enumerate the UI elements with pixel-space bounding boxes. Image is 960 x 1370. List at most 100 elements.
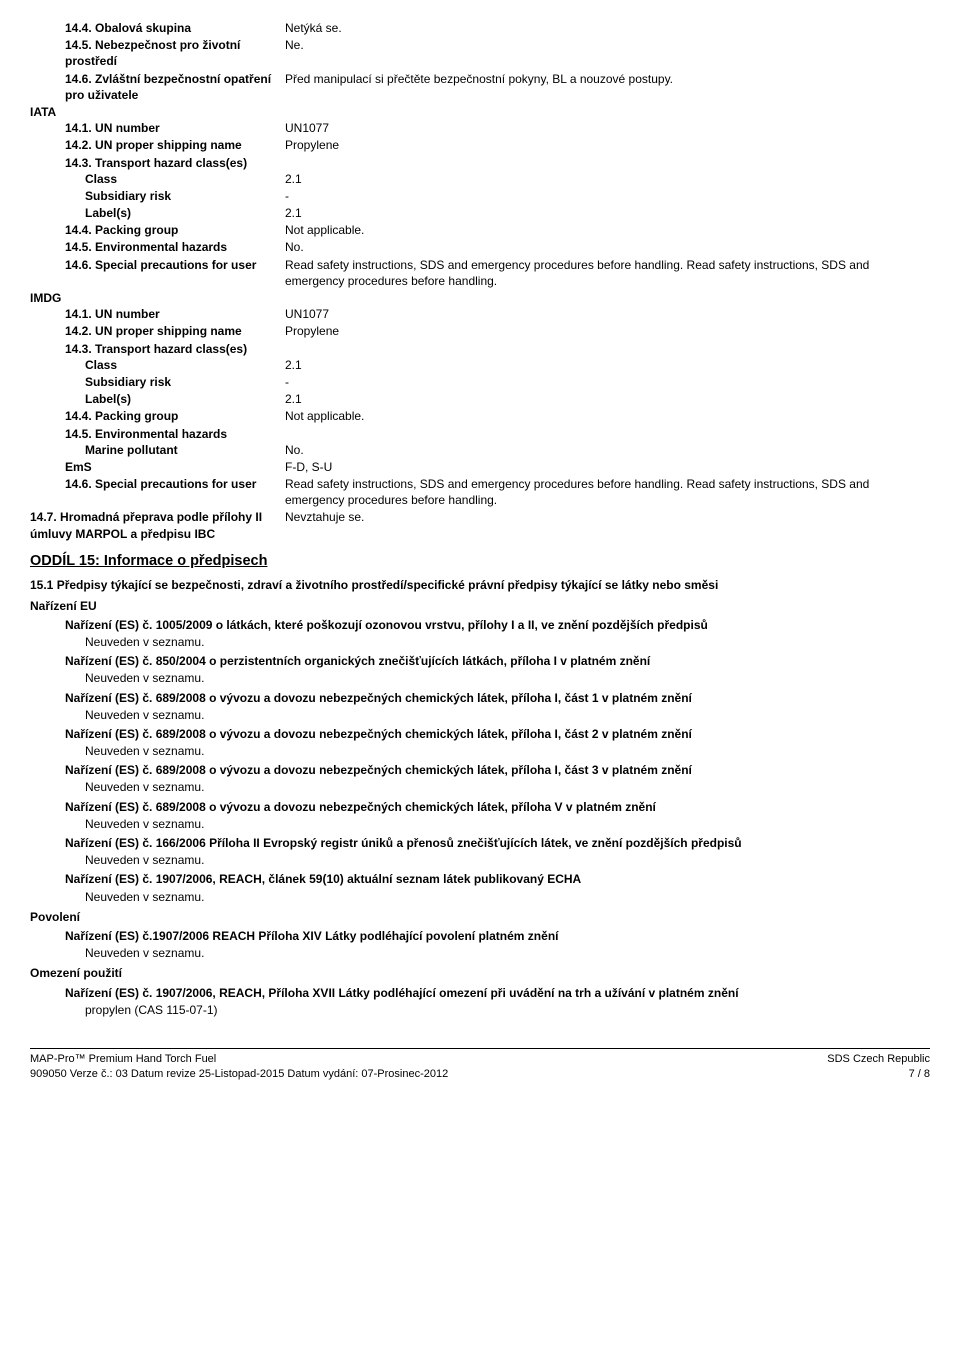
value: Not applicable.: [285, 222, 930, 238]
imdg-subsidiary: Subsidiary risk -: [30, 374, 930, 390]
footer-page: 7 / 8: [827, 1067, 930, 1082]
label: Label(s): [85, 391, 285, 407]
reg-10: Nařízení (ES) č. 1907/2006, REACH, Přílo…: [30, 985, 930, 1001]
iata-heading: IATA: [30, 104, 930, 120]
reg-1: Nařízení (ES) č. 1005/2009 o látkách, kt…: [30, 617, 930, 633]
reg-3: Nařízení (ES) č. 689/2008 o vývozu a dov…: [30, 690, 930, 706]
imdg-labels: Label(s) 2.1: [30, 391, 930, 407]
label: 14.1. UN number: [65, 120, 285, 136]
label: 14.1. UN number: [65, 306, 285, 322]
imdg-env-heading: 14.5. Environmental hazards: [30, 426, 930, 442]
value: 2.1: [285, 205, 302, 221]
label: Marine pollutant: [85, 442, 285, 458]
eu-heading: Nařízení EU: [30, 598, 930, 614]
imdg-class: Class 2.1: [30, 357, 930, 373]
reg-6: Nařízení (ES) č. 689/2008 o vývozu a dov…: [30, 799, 930, 815]
value: Read safety instructions, SDS and emerge…: [285, 476, 930, 508]
reg-1-value: Neuveden v seznamu.: [30, 634, 930, 650]
reg-8: Nařízení (ES) č. 1907/2006, REACH, článe…: [30, 871, 930, 887]
label: Subsidiary risk: [85, 374, 285, 390]
value: Not applicable.: [285, 408, 930, 424]
row-14-7: 14.7. Hromadná přeprava podle přílohy II…: [30, 509, 930, 541]
value: Netýká se.: [285, 20, 930, 36]
imdg-precautions: 14.6. Special precautions for user Read …: [30, 476, 930, 508]
page-footer: MAP-Pro™ Premium Hand Torch Fuel 909050 …: [30, 1048, 930, 1082]
value: No.: [285, 442, 304, 458]
value: Read safety instructions, SDS and emerge…: [285, 257, 930, 289]
iata-packing: 14.4. Packing group Not applicable.: [30, 222, 930, 238]
label: Label(s): [85, 205, 285, 221]
value: -: [285, 374, 289, 390]
label: 14.4. Packing group: [65, 222, 285, 238]
label: 14.7. Hromadná přeprava podle přílohy II…: [30, 509, 285, 541]
reg-5-value: Neuveden v seznamu.: [30, 779, 930, 795]
label: 14.2. UN proper shipping name: [65, 323, 285, 339]
iata-precautions: 14.6. Special precautions for user Read …: [30, 257, 930, 289]
auth-heading: Povolení: [30, 909, 930, 925]
label: Subsidiary risk: [85, 188, 285, 204]
reg-2: Nařízení (ES) č. 850/2004 o perzistentní…: [30, 653, 930, 669]
value: Ne.: [285, 37, 930, 69]
restrict-heading: Omezení použití: [30, 965, 930, 981]
s15-1-heading: 15.1 Předpisy týkající se bezpečnosti, z…: [30, 577, 930, 593]
reg-7-value: Neuveden v seznamu.: [30, 852, 930, 868]
value: -: [285, 188, 289, 204]
label: 14.4. Obalová skupina: [65, 20, 285, 36]
iata-subsidiary: Subsidiary risk -: [30, 188, 930, 204]
imdg-packing: 14.4. Packing group Not applicable.: [30, 408, 930, 424]
label: EmS: [65, 459, 285, 475]
imdg-heading: IMDG: [30, 290, 930, 306]
imdg-marine: Marine pollutant No.: [30, 442, 930, 458]
footer-left: MAP-Pro™ Premium Hand Torch Fuel 909050 …: [30, 1052, 448, 1082]
value: 2.1: [285, 391, 302, 407]
value: Propylene: [285, 323, 930, 339]
footer-line2: 909050 Verze č.: 03 Datum revize 25-List…: [30, 1067, 448, 1082]
imdg-ems: EmS F-D, S-U: [30, 459, 930, 475]
reg-7: Nařízení (ES) č. 166/2006 Příloha II Evr…: [30, 835, 930, 851]
reg-2-value: Neuveden v seznamu.: [30, 670, 930, 686]
value: Před manipulací si přečtěte bezpečnostní…: [285, 71, 930, 103]
section-15-title: ODDÍL 15: Informace o předpisech: [30, 552, 930, 572]
imdg-un-number: 14.1. UN number UN1077: [30, 306, 930, 322]
reg-10-value: propylen (CAS 115-07-1): [30, 1002, 930, 1018]
value: 2.1: [285, 357, 302, 373]
footer-country: SDS Czech Republic: [827, 1052, 930, 1067]
label: Class: [85, 357, 285, 373]
label: 14.2. UN proper shipping name: [65, 137, 285, 153]
footer-product: MAP-Pro™ Premium Hand Torch Fuel: [30, 1052, 448, 1067]
reg-3-value: Neuveden v seznamu.: [30, 707, 930, 723]
iata-env: 14.5. Environmental hazards No.: [30, 239, 930, 255]
label: 14.6. Special precautions for user: [65, 257, 285, 289]
iata-hazard-heading: 14.3. Transport hazard class(es): [30, 155, 930, 171]
label: 14.4. Packing group: [65, 408, 285, 424]
value: 2.1: [285, 171, 302, 187]
imdg-shipping-name: 14.2. UN proper shipping name Propylene: [30, 323, 930, 339]
reg-9-value: Neuveden v seznamu.: [30, 945, 930, 961]
row-14-4: 14.4. Obalová skupina Netýká se.: [30, 20, 930, 36]
value: No.: [285, 239, 930, 255]
reg-9: Nařízení (ES) č.1907/2006 REACH Příloha …: [30, 928, 930, 944]
reg-5: Nařízení (ES) č. 689/2008 o vývozu a dov…: [30, 762, 930, 778]
reg-4-value: Neuveden v seznamu.: [30, 743, 930, 759]
iata-shipping-name: 14.2. UN proper shipping name Propylene: [30, 137, 930, 153]
value: UN1077: [285, 306, 930, 322]
reg-4: Nařízení (ES) č. 689/2008 o vývozu a dov…: [30, 726, 930, 742]
label: 14.5. Environmental hazards: [65, 239, 285, 255]
row-14-6: 14.6. Zvláštní bezpečnostní opatření pro…: [30, 71, 930, 103]
label: 14.5. Nebezpečnost pro životní prostředí: [65, 37, 285, 69]
label: Class: [85, 171, 285, 187]
iata-un-number: 14.1. UN number UN1077: [30, 120, 930, 136]
value: Propylene: [285, 137, 930, 153]
imdg-hazard-heading: 14.3. Transport hazard class(es): [30, 341, 930, 357]
iata-labels: Label(s) 2.1: [30, 205, 930, 221]
iata-class: Class 2.1: [30, 171, 930, 187]
row-14-5: 14.5. Nebezpečnost pro životní prostředí…: [30, 37, 930, 69]
value: Nevztahuje se.: [285, 509, 930, 541]
footer-right: SDS Czech Republic 7 / 8: [827, 1052, 930, 1082]
label: 14.6. Special precautions for user: [65, 476, 285, 508]
value: UN1077: [285, 120, 930, 136]
reg-6-value: Neuveden v seznamu.: [30, 816, 930, 832]
value: F-D, S-U: [285, 459, 930, 475]
reg-8-value: Neuveden v seznamu.: [30, 889, 930, 905]
label: 14.6. Zvláštní bezpečnostní opatření pro…: [65, 71, 285, 103]
